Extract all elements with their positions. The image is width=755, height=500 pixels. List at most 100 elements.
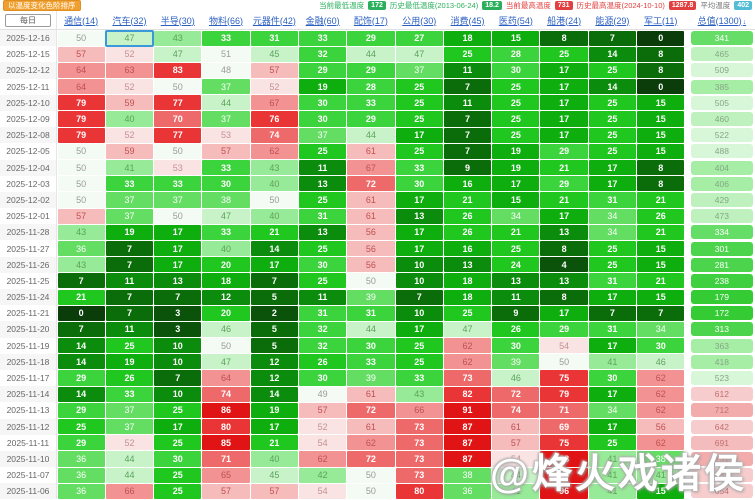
temperature-cell[interactable]: 44: [347, 46, 395, 62]
temperature-cell[interactable]: 50: [57, 176, 105, 192]
temperature-cell[interactable]: 25: [492, 79, 540, 95]
temperature-cell[interactable]: 38: [443, 467, 492, 483]
temperature-cell[interactable]: 41: [637, 467, 685, 483]
temperature-cell[interactable]: 33: [202, 160, 250, 176]
temperature-cell[interactable]: 13: [395, 208, 443, 224]
temperature-cell[interactable]: 25: [492, 111, 540, 127]
temperature-cell[interactable]: 44: [105, 451, 154, 467]
temperature-cell[interactable]: 25: [588, 111, 637, 127]
temperature-cell[interactable]: 25: [588, 62, 637, 79]
temperature-cell[interactable]: 10: [154, 386, 202, 402]
temperature-cell[interactable]: 20: [202, 257, 250, 273]
temperature-cell[interactable]: 29: [57, 370, 105, 386]
temperature-cell[interactable]: 7: [154, 289, 202, 305]
temperature-cell[interactable]: 14: [250, 386, 298, 402]
temperature-cell[interactable]: 17: [395, 224, 443, 240]
temperature-cell[interactable]: 41: [492, 483, 540, 499]
temperature-cell[interactable]: 57: [250, 483, 298, 499]
temperature-cell[interactable]: 25: [395, 354, 443, 370]
temperature-cell[interactable]: 29: [540, 321, 588, 338]
temperature-cell[interactable]: 62: [250, 143, 298, 159]
sector-column-link[interactable]: 公用(30): [402, 15, 437, 26]
temperature-cell[interactable]: 47: [104, 29, 155, 47]
temperature-cell[interactable]: 39: [492, 354, 540, 370]
temperature-cell[interactable]: 50: [347, 483, 395, 499]
temperature-cell[interactable]: 30: [298, 257, 347, 273]
temperature-cell[interactable]: 19: [492, 160, 540, 176]
temperature-cell[interactable]: 17: [540, 79, 588, 95]
temperature-cell[interactable]: 50: [250, 192, 298, 208]
temperature-cell[interactable]: 52: [250, 79, 298, 95]
total-column-link[interactable]: 总值(1300): [697, 15, 742, 26]
temperature-cell[interactable]: 61: [347, 208, 395, 224]
temperature-cell[interactable]: 7: [105, 257, 154, 273]
temperature-cell[interactable]: 46: [492, 370, 540, 386]
temperature-cell[interactable]: 62: [637, 435, 685, 451]
temperature-cell[interactable]: 74: [492, 402, 540, 418]
temperature-cell[interactable]: 53: [154, 160, 202, 176]
temperature-cell[interactable]: 33: [202, 30, 250, 46]
temperature-cell[interactable]: 25: [154, 467, 202, 483]
temperature-cell[interactable]: 21: [637, 192, 685, 208]
temperature-cell[interactable]: 77: [154, 127, 202, 143]
temperature-cell[interactable]: 62: [637, 370, 685, 386]
temperature-cell[interactable]: 36: [57, 467, 105, 483]
temperature-cell[interactable]: 25: [154, 483, 202, 499]
temperature-cell[interactable]: 26: [637, 208, 685, 224]
temperature-cell[interactable]: 25: [492, 95, 540, 111]
temperature-cell[interactable]: 31: [298, 305, 347, 321]
temperature-cell[interactable]: 47: [443, 321, 492, 338]
temperature-cell[interactable]: 19: [298, 79, 347, 95]
temperature-cell[interactable]: 13: [443, 257, 492, 273]
temperature-cell[interactable]: 62: [637, 386, 685, 402]
temperature-cell[interactable]: 25: [298, 192, 347, 208]
temperature-cell[interactable]: 19: [250, 402, 298, 418]
temperature-cell[interactable]: 33: [105, 176, 154, 192]
temperature-cell[interactable]: 69: [540, 419, 588, 435]
temperature-cell[interactable]: 31: [588, 273, 637, 289]
temperature-cell[interactable]: 70: [154, 111, 202, 127]
temperature-cell[interactable]: 11: [298, 160, 347, 176]
temperature-cell[interactable]: 54: [540, 338, 588, 354]
temperature-cell[interactable]: 76: [250, 111, 298, 127]
temperature-cell[interactable]: 25: [588, 435, 637, 451]
temperature-cell[interactable]: 10: [154, 354, 202, 370]
temperature-cell[interactable]: 13: [298, 176, 347, 192]
temperature-cell[interactable]: 25: [492, 127, 540, 143]
temperature-cell[interactable]: 73: [395, 435, 443, 451]
temperature-cell[interactable]: 66: [105, 483, 154, 499]
temperature-cell[interactable]: 31: [298, 208, 347, 224]
temperature-cell[interactable]: 44: [347, 321, 395, 338]
temperature-cell[interactable]: 10: [395, 257, 443, 273]
temperature-cell[interactable]: 56: [347, 240, 395, 257]
sector-column-link[interactable]: 半导(30): [160, 15, 195, 26]
temperature-cell[interactable]: 31: [250, 30, 298, 46]
temperature-cell[interactable]: 41: [588, 467, 637, 483]
temperature-cell[interactable]: 80: [395, 483, 443, 499]
temperature-cell[interactable]: 12: [202, 289, 250, 305]
temperature-cell[interactable]: 64: [202, 370, 250, 386]
temperature-cell[interactable]: 57: [492, 435, 540, 451]
temperature-cell[interactable]: 96: [540, 483, 588, 499]
temperature-cell[interactable]: 54: [298, 435, 347, 451]
temperature-cell[interactable]: 43: [57, 224, 105, 240]
temperature-cell[interactable]: 61: [347, 419, 395, 435]
temperature-cell[interactable]: 66: [395, 402, 443, 418]
temperature-cell[interactable]: 10: [395, 305, 443, 321]
temperature-cell[interactable]: 10: [395, 273, 443, 289]
temperature-cell[interactable]: 30: [202, 176, 250, 192]
temperature-cell[interactable]: 7: [57, 321, 105, 338]
temperature-cell[interactable]: 33: [347, 95, 395, 111]
temperature-cell[interactable]: 25: [298, 143, 347, 159]
temperature-cell[interactable]: 25: [298, 273, 347, 289]
temperature-cell[interactable]: 8: [637, 62, 685, 79]
temperature-cell[interactable]: 33: [154, 176, 202, 192]
temperature-cell[interactable]: 75: [540, 435, 588, 451]
temperature-cell[interactable]: 17: [588, 419, 637, 435]
temperature-cell[interactable]: 29: [347, 30, 395, 46]
temperature-cell[interactable]: 30: [492, 62, 540, 79]
temperature-cell[interactable]: 30: [298, 111, 347, 127]
temperature-cell[interactable]: 11: [105, 273, 154, 289]
temperature-cell[interactable]: 57: [57, 208, 105, 224]
temperature-cell[interactable]: 59: [105, 95, 154, 111]
